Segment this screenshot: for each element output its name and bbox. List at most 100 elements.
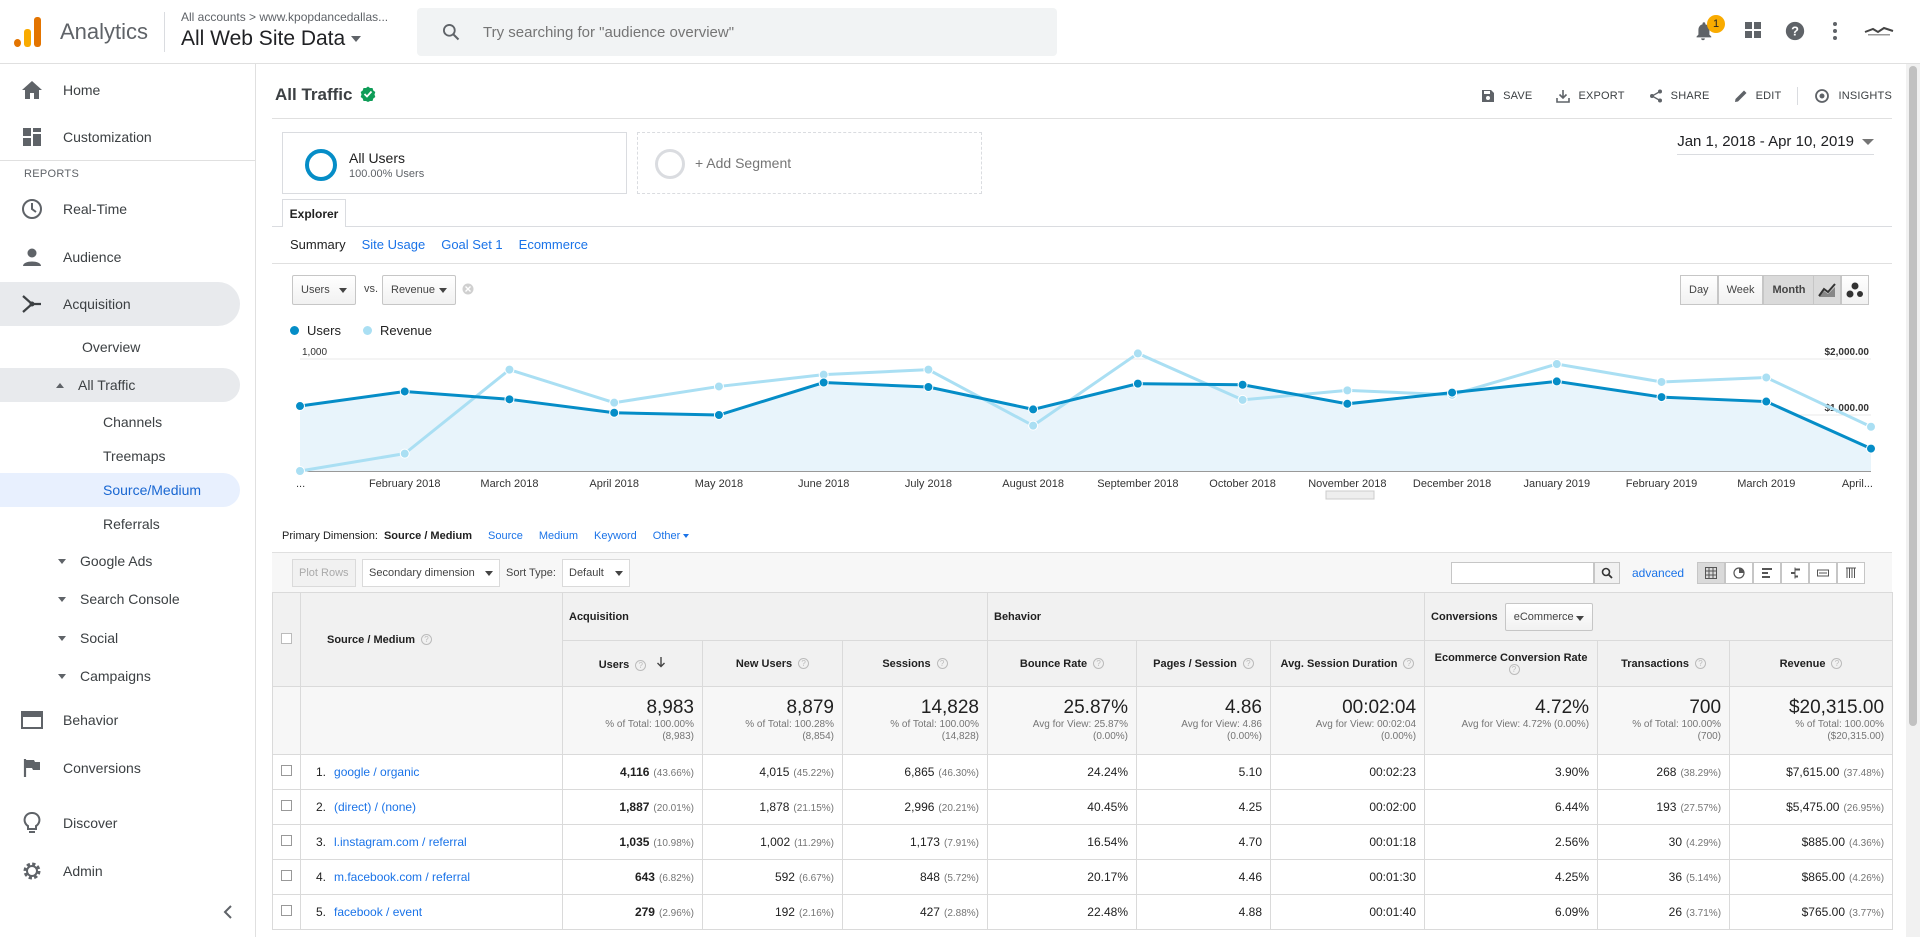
help-icon[interactable]: ? — [798, 658, 810, 670]
insights-button[interactable]: INSIGHTS — [1814, 87, 1892, 105]
col-avg-duration[interactable]: Avg. Session Duration? — [1269, 640, 1426, 687]
week-button[interactable]: Week — [1717, 275, 1764, 305]
analytics-logo-icon[interactable] — [14, 17, 42, 47]
table-row[interactable]: 2. (direct) / (none) 1,887 (20.01%) 1,878 (21… — [272, 789, 1894, 825]
nav-google-ads[interactable]: Google Ads — [0, 544, 240, 578]
col-transactions[interactable]: Transactions? — [1597, 640, 1731, 687]
row-checkbox[interactable] — [281, 905, 292, 916]
dimension-link-keyword[interactable]: Keyword — [593, 530, 637, 542]
nav-behavior[interactable]: Behavior — [0, 698, 240, 742]
dimension-link-other[interactable]: Other — [653, 530, 690, 542]
row-source-link[interactable]: l.instagram.com / referral — [334, 835, 467, 849]
row-checkbox[interactable] — [281, 765, 292, 776]
plot-rows-button[interactable]: Plot Rows — [292, 559, 356, 587]
row-source-link[interactable]: (direct) / (none) — [334, 800, 417, 814]
legend-users[interactable]: Users — [290, 323, 341, 338]
apps-grid-icon[interactable] — [1743, 20, 1763, 40]
nav-admin[interactable]: Admin — [0, 849, 240, 893]
view-data-button[interactable] — [1697, 562, 1725, 584]
table-row[interactable]: 5. facebook / event 279 (2.96%) 192 (2.16%) 42… — [272, 894, 1894, 930]
nav-realtime[interactable]: Real-Time — [0, 187, 240, 231]
help-icon[interactable]: ? — [1403, 658, 1415, 670]
account-avatar[interactable] — [1864, 24, 1894, 38]
motion-chart-button[interactable] — [1841, 275, 1869, 305]
col-new-users[interactable]: New Users? — [702, 640, 843, 687]
nav-source-medium[interactable]: Source/Medium — [0, 473, 240, 507]
view-pivot-button[interactable] — [1837, 562, 1865, 584]
nav-treemaps[interactable]: Treemaps — [0, 439, 240, 473]
dimension-header[interactable]: Source / Medium? — [300, 592, 563, 687]
secondary-dimension-select[interactable]: Secondary dimension — [362, 559, 500, 587]
help-icon[interactable]: ? — [1784, 20, 1806, 42]
table-search-input[interactable] — [1451, 562, 1594, 584]
table-search-button[interactable] — [1594, 562, 1620, 584]
nav-customization[interactable]: Customization — [0, 115, 240, 159]
nav-acquisition[interactable]: Acquisition — [0, 282, 240, 326]
nav-search-console[interactable]: Search Console — [0, 582, 240, 616]
day-button[interactable]: Day — [1680, 275, 1718, 305]
view-performance-button[interactable] — [1753, 562, 1781, 584]
sort-type-select[interactable]: Default — [562, 559, 630, 587]
add-segment-button[interactable]: + Add Segment — [637, 132, 982, 194]
view-selector[interactable]: All Web Site Data — [181, 27, 362, 51]
col-conv-rate[interactable]: Ecommerce Conversion Rate? — [1424, 640, 1599, 687]
more-vert-icon[interactable] — [1827, 20, 1843, 42]
nav-home[interactable]: Home — [0, 68, 240, 112]
nav-channels[interactable]: Channels — [0, 405, 240, 439]
line-chart-button[interactable] — [1813, 275, 1841, 305]
month-button[interactable]: Month — [1763, 275, 1815, 305]
help-icon[interactable]: ? — [1093, 658, 1105, 670]
nav-audience[interactable]: Audience — [0, 235, 240, 279]
account-breadcrumb[interactable]: All accounts > www.kpopdancedallas... — [181, 10, 389, 24]
select-all-checkbox[interactable] — [281, 632, 292, 644]
row-checkbox[interactable] — [281, 800, 292, 811]
conversion-type-select[interactable]: eCommerce — [1504, 602, 1593, 631]
page-scrollbar[interactable] — [1906, 64, 1920, 937]
nav-referrals[interactable]: Referrals — [0, 507, 240, 541]
primary-metric-select[interactable]: Users — [292, 275, 356, 305]
view-comparison-button[interactable] — [1781, 562, 1809, 584]
search-bar[interactable] — [417, 8, 1057, 56]
chevron-left-icon[interactable] — [220, 904, 236, 920]
nav-campaigns[interactable]: Campaigns — [0, 659, 240, 693]
subtab-goal-set[interactable]: Goal Set 1 — [441, 237, 503, 252]
help-icon[interactable]: ? — [1694, 658, 1706, 670]
help-icon[interactable]: ? — [421, 634, 433, 646]
scrollbar-thumb[interactable] — [1909, 66, 1917, 726]
tab-explorer[interactable]: Explorer — [282, 199, 346, 227]
table-row[interactable]: 1. google / organic 4,116 (43.66%) 4,015 (45.… — [272, 754, 1894, 790]
subtab-summary[interactable]: Summary — [290, 237, 346, 252]
compare-metric-select[interactable]: Revenue — [382, 275, 456, 305]
view-term-cloud-button[interactable] — [1809, 562, 1837, 584]
col-revenue[interactable]: Revenue? — [1729, 640, 1894, 687]
col-pages-session[interactable]: Pages / Session? — [1136, 640, 1271, 687]
table-row[interactable]: 3. l.instagram.com / referral 1,035 (10.98%… — [272, 824, 1894, 860]
table-row[interactable]: 4. m.facebook.com / referral 643 (6.82%) 592… — [272, 859, 1894, 895]
help-icon[interactable]: ? — [1508, 664, 1520, 676]
nav-all-traffic[interactable]: All Traffic — [0, 368, 240, 402]
sort-arrow-down-icon[interactable] — [656, 656, 666, 668]
col-sessions[interactable]: Sessions? — [842, 640, 988, 687]
nav-overview[interactable]: Overview — [0, 330, 240, 364]
nav-social[interactable]: Social — [0, 621, 240, 655]
date-range-picker[interactable]: Jan 1, 2018 - Apr 10, 2019 — [1677, 133, 1874, 155]
save-button[interactable]: SAVE — [1481, 87, 1532, 105]
view-percentage-button[interactable] — [1725, 562, 1753, 584]
row-source-link[interactable]: m.facebook.com / referral — [334, 870, 471, 884]
share-button[interactable]: SHARE — [1649, 87, 1710, 105]
dimension-link-medium[interactable]: Medium — [538, 530, 578, 542]
segment-all-users[interactable]: All Users 100.00% Users — [282, 132, 627, 194]
help-icon[interactable]: ? — [635, 659, 647, 671]
row-checkbox[interactable] — [281, 870, 292, 881]
edit-button[interactable]: EDIT — [1734, 87, 1782, 105]
subtab-site-usage[interactable]: Site Usage — [361, 237, 426, 252]
col-bounce-rate[interactable]: Bounce Rate? — [987, 640, 1137, 687]
subtab-ecommerce[interactable]: Ecommerce — [518, 237, 589, 252]
row-source-link[interactable]: google / organic — [334, 765, 420, 779]
row-source-link[interactable]: facebook / event — [334, 905, 423, 919]
help-icon[interactable]: ? — [1831, 658, 1843, 670]
help-icon[interactable]: ? — [936, 658, 948, 670]
clear-metric-icon[interactable] — [462, 283, 474, 295]
export-button[interactable]: EXPORT — [1556, 87, 1624, 105]
legend-revenue[interactable]: Revenue — [362, 323, 432, 338]
